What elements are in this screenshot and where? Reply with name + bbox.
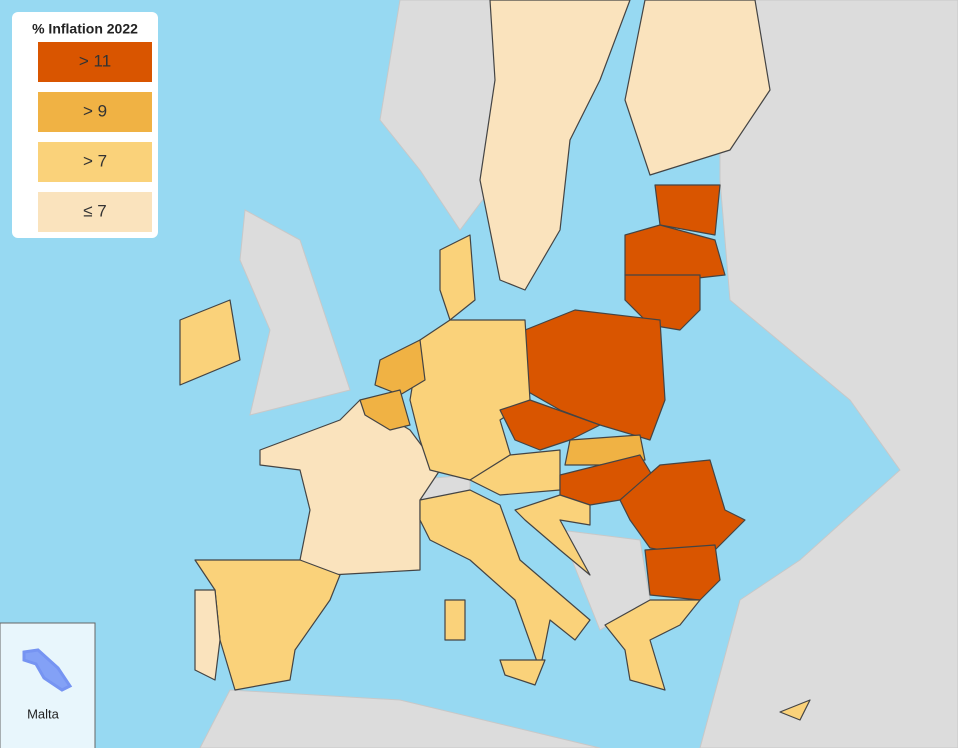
legend-label: > 9 [83,101,107,120]
legend-swatch [38,192,152,232]
eu-countries [179,0,811,721]
inset-label: Malta [27,706,60,721]
legend-label: ≤ 7 [83,201,107,220]
legend-label: > 11 [79,51,111,70]
non-eu-land [199,0,958,748]
legend-title: % Inflation 2022 [32,21,138,37]
malta-inset: Malta [0,622,96,748]
legend-swatch [38,92,152,132]
legend-items: > 11 > 9 > 7 ≤ 7 [38,42,152,232]
inset-box [0,622,96,748]
legend-label: > 7 [83,151,107,170]
legend-swatch [38,42,152,82]
malta-shape [22,648,73,692]
legend-swatch [38,142,152,182]
legend: % Inflation 2022 > 11 > 9 > 7 ≤ 7 [12,12,158,238]
